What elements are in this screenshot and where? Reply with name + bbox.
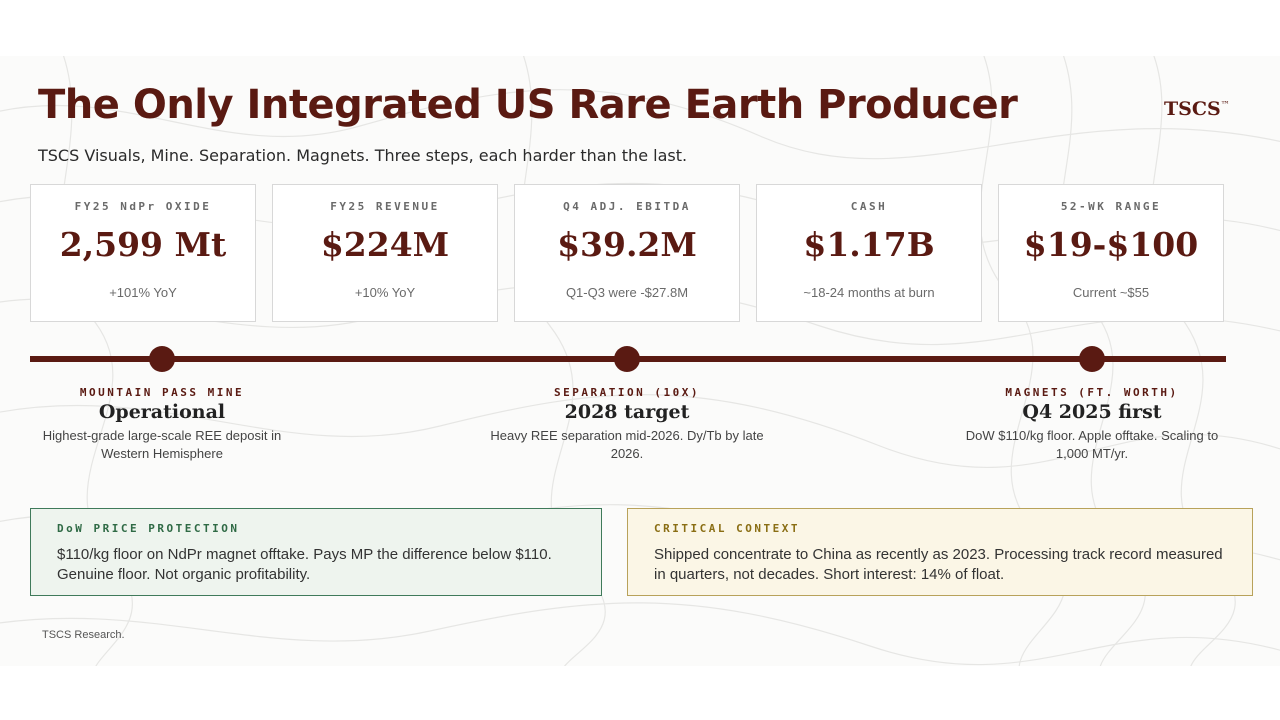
- milestone-magnets: MAGNETS (FT. WORTH) Q4 2025 first DoW $1…: [952, 386, 1232, 463]
- trademark-mark: ™: [1220, 100, 1230, 111]
- critical-context-callout: CRITICAL CONTEXT Shipped concentrate to …: [627, 508, 1253, 596]
- kpi-note: +101% YoY: [109, 285, 177, 300]
- kpi-note: +10% YoY: [354, 285, 416, 300]
- callout-text: $110/kg floor on NdPr magnet offtake. Pa…: [57, 546, 552, 583]
- kpi-value: $39.2M: [557, 225, 697, 264]
- kpi-card-52wk-range: 52-WK RANGE $19-$100 Current ~$55: [998, 184, 1224, 322]
- kpi-card-ndpr-oxide: FY25 NdPr OXIDE 2,599 Mt +101% YoY: [30, 184, 256, 322]
- milestone-description: Highest-grade large-scale REE deposit in…: [42, 428, 282, 461]
- timeline-dot-separation: [614, 346, 640, 372]
- milestone-separation: SEPARATION (10X) 2028 target Heavy REE s…: [487, 386, 767, 463]
- kpi-label: 52-WK RANGE: [1060, 200, 1162, 213]
- milestone-label: MAGNETS (FT. WORTH): [1005, 386, 1179, 399]
- kpi-label: FY25 REVENUE: [330, 200, 440, 213]
- kpi-note: ~18-24 months at burn: [803, 285, 935, 300]
- milestone-description: Heavy REE separation mid-2026. Dy/Tb by …: [490, 428, 764, 461]
- milestone-description: DoW $110/kg floor. Apple offtake. Scalin…: [965, 428, 1219, 461]
- timeline-dot-magnets: [1079, 346, 1105, 372]
- callout-label: DoW PRICE PROTECTION: [57, 522, 240, 535]
- milestone-mine: MOUNTAIN PASS MINE Operational Highest-g…: [22, 386, 302, 463]
- kpi-card-cash: CASH $1.17B ~18-24 months at burn: [756, 184, 982, 322]
- kpi-label: CASH: [850, 200, 888, 213]
- milestone-label: MOUNTAIN PASS MINE: [79, 386, 245, 399]
- kpi-note: Q1-Q3 were -$27.8M: [565, 285, 689, 300]
- milestone-title: Q4 2025 first: [1022, 401, 1162, 423]
- brand-logo: TSCS™: [1164, 98, 1230, 120]
- slide: The Only Integrated US Rare Earth Produc…: [0, 56, 1280, 666]
- page-title: The Only Integrated US Rare Earth Produc…: [38, 82, 1018, 128]
- milestone-title: Operational: [98, 401, 226, 423]
- brand-logo-text: TSCS: [1164, 98, 1221, 120]
- page-subtitle: TSCS Visuals, Mine. Separation. Magnets.…: [38, 146, 688, 165]
- footer-source: TSCS Research.: [42, 629, 125, 641]
- kpi-card-ebitda: Q4 ADJ. EBITDA $39.2M Q1-Q3 were -$27.8M: [514, 184, 740, 322]
- price-protection-callout: DoW PRICE PROTECTION $110/kg floor on Nd…: [30, 508, 602, 596]
- kpi-value: 2,599 Mt: [59, 225, 227, 264]
- kpi-card-revenue: FY25 REVENUE $224M +10% YoY: [272, 184, 498, 322]
- kpi-value: $19-$100: [1023, 225, 1199, 264]
- callout-text: Shipped concentrate to China as recently…: [654, 546, 1223, 583]
- callout-label: CRITICAL CONTEXT: [654, 522, 800, 535]
- milestone-label: SEPARATION (10X): [554, 386, 700, 399]
- milestone-title: 2028 target: [564, 401, 690, 423]
- kpi-note: Current ~$55: [1072, 285, 1150, 300]
- kpi-label: Q4 ADJ. EBITDA: [563, 200, 691, 213]
- kpi-value: $224M: [320, 225, 450, 264]
- kpi-label: FY25 NdPr OXIDE: [74, 200, 212, 213]
- timeline-dot-mine: [149, 346, 175, 372]
- kpi-value: $1.17B: [803, 225, 935, 264]
